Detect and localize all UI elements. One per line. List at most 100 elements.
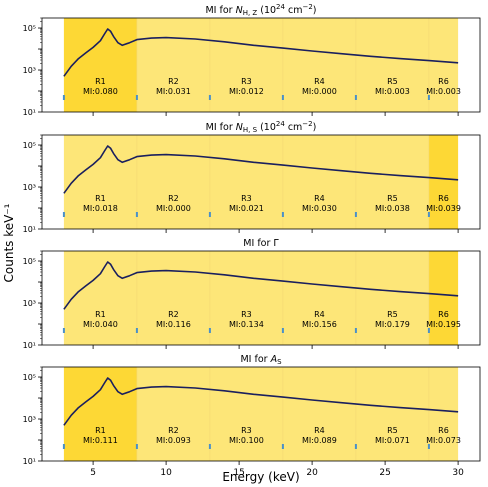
region-edge-marker: [62, 212, 65, 217]
region-band-r2: [136, 251, 210, 345]
title-symbol: N: [236, 5, 243, 16]
region-band-r5: [355, 135, 429, 229]
region-label-r5: R5: [387, 194, 398, 203]
region-band-r6: [428, 367, 459, 461]
region-band-r4: [282, 18, 356, 112]
panel-title: MI for NH, Z (1024 cm−2): [205, 3, 316, 17]
y-tick-label: 10³: [23, 183, 36, 192]
title-subscript: S: [277, 358, 282, 366]
axes-frame: [41, 17, 481, 113]
region-band-r3: [209, 18, 283, 112]
region-edge-marker: [208, 444, 211, 449]
title-symbol: A: [270, 354, 278, 365]
region-edge-marker: [208, 212, 211, 217]
x-tick-label: 30: [452, 468, 464, 478]
region-mi-value: MI:0.195: [426, 320, 461, 329]
region-label-r2: R2: [168, 426, 179, 435]
title-superscript: 24: [276, 3, 285, 11]
region-label-r3: R3: [241, 310, 252, 319]
region-mi-value: MI:0.080: [83, 87, 118, 96]
region-label-r5: R5: [387, 426, 398, 435]
region-label-r4: R4: [314, 426, 325, 435]
x-tick-label: 5: [90, 468, 96, 478]
region-mi-value: MI:0.040: [83, 320, 118, 329]
region-edge-marker: [208, 95, 211, 100]
x-tick-label: 15: [233, 468, 244, 478]
region-mi-value: MI:0.071: [375, 436, 410, 445]
shared-axis-labels: Counts keV⁻¹ Energy (keV): [2, 203, 300, 484]
title-text: MI for: [206, 122, 236, 133]
region-label-r4: R4: [314, 77, 325, 86]
region-mi-value: MI:0.003: [375, 87, 410, 96]
panel-title: MI for NH, S (1024 cm−2): [206, 120, 317, 134]
spectrum-line: [63, 261, 459, 310]
region-band-r1: [63, 135, 137, 229]
title-subscript: H, S: [243, 126, 258, 134]
region-edge-marker: [281, 328, 284, 333]
axes-frame: [41, 134, 481, 230]
region-label-r4: R4: [314, 194, 325, 203]
region-edge-marker: [135, 212, 138, 217]
y-tick-label: 10³: [23, 299, 36, 308]
axes-frame: [41, 366, 481, 462]
title-text: cm: [285, 5, 303, 16]
region-label-r2: R2: [168, 194, 179, 203]
region-label-r1: R1: [95, 310, 106, 319]
region-label-r2: R2: [168, 77, 179, 86]
spectrum-line: [63, 28, 459, 77]
y-tick-label: 10⁵: [23, 141, 36, 150]
region-mi-value: MI:0.039: [426, 204, 461, 213]
region-edge-marker: [354, 328, 357, 333]
region-label-r3: R3: [241, 426, 252, 435]
region-band-r4: [282, 367, 356, 461]
region-mi-value: MI:0.000: [302, 87, 337, 96]
region-band-r1: [63, 367, 137, 461]
title-text: MI for Γ: [243, 238, 279, 249]
region-label-r6: R6: [438, 426, 449, 435]
region-band-r4: [282, 251, 356, 345]
region-mi-value: MI:0.156: [302, 320, 337, 329]
region-mi-value: MI:0.012: [229, 87, 264, 96]
region-band-r5: [355, 18, 429, 112]
region-label-r4: R4: [314, 310, 325, 319]
panel-title: MI for Γ: [243, 238, 279, 249]
region-band-r5: [355, 251, 429, 345]
region-mi-value: MI:0.100: [229, 436, 264, 445]
y-tick-label: 10¹: [23, 341, 36, 350]
region-band-r4: [282, 135, 356, 229]
title-text: (10: [257, 5, 276, 16]
title-text: MI for: [240, 354, 270, 365]
region-mi-value: MI:0.089: [302, 436, 337, 445]
region-label-r6: R6: [438, 77, 449, 86]
title-superscript: 24: [276, 120, 285, 128]
title-text: ): [313, 5, 317, 16]
region-label-r3: R3: [241, 194, 252, 203]
region-edge-marker: [208, 328, 211, 333]
region-edge-marker: [62, 95, 65, 100]
title-text: MI for: [205, 5, 235, 16]
region-edge-marker: [62, 328, 65, 333]
region-label-r6: R6: [438, 194, 449, 203]
region-label-r1: R1: [95, 426, 106, 435]
region-label-r6: R6: [438, 310, 449, 319]
region-mi-value: MI:0.003: [426, 87, 461, 96]
region-band-r2: [136, 367, 210, 461]
region-band-r6: [428, 135, 459, 229]
region-mi-value: MI:0.000: [156, 204, 191, 213]
region-mi-value: MI:0.030: [302, 204, 337, 213]
region-band-r3: [209, 251, 283, 345]
region-edge-marker: [281, 95, 284, 100]
region-mi-value: MI:0.134: [229, 320, 264, 329]
region-edge-marker: [427, 95, 430, 100]
title-superscript: −2: [302, 3, 312, 11]
region-edge-marker: [354, 212, 357, 217]
region-band-r1: [63, 251, 137, 345]
region-label-r5: R5: [387, 77, 398, 86]
region-mi-value: MI:0.018: [83, 204, 118, 213]
axes-frame: [41, 250, 481, 346]
title-symbol: N: [236, 122, 243, 133]
y-axis-label: Counts keV⁻¹: [2, 203, 16, 282]
